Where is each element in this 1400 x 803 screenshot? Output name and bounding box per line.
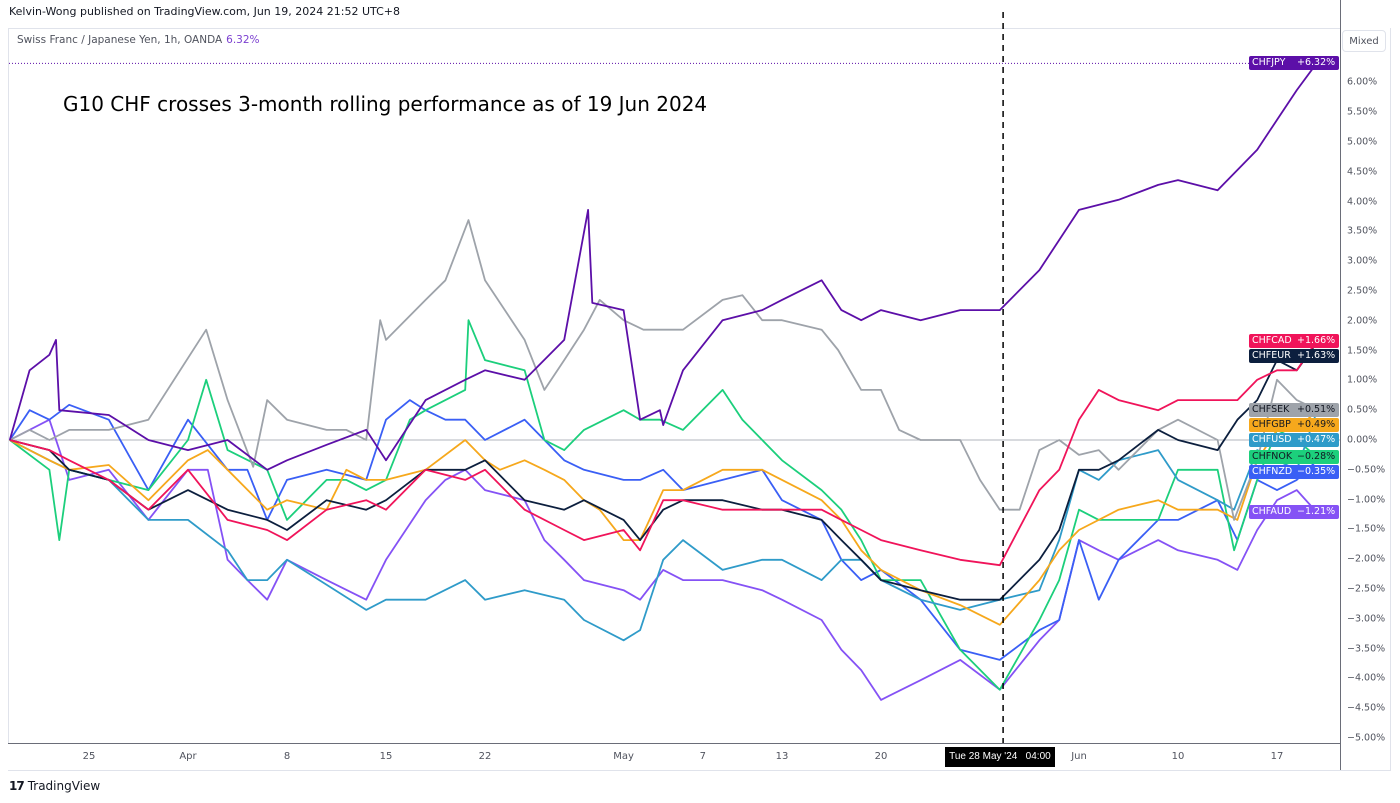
series-line-chfusd[interactable]	[9, 411, 1318, 642]
x-tick-label: 7	[699, 751, 706, 762]
series-value-label: +0.51%	[1294, 402, 1339, 417]
y-tick-label: −5.00%	[1347, 732, 1386, 744]
series-line-chfeur[interactable]	[9, 342, 1318, 601]
series-line-chfjpy[interactable]	[9, 62, 1318, 471]
symbol-description: Swiss Franc / Japanese Yen, 1h, OANDA	[17, 34, 223, 46]
x-tick-label: 10	[1171, 751, 1185, 762]
y-tick-label: 3.00%	[1347, 255, 1378, 267]
x-tick-label: Apr	[179, 751, 197, 762]
scale-mode-button[interactable]: Mixed	[1342, 30, 1386, 52]
series-name-label: CHFAUD	[1249, 505, 1294, 520]
y-tick-label: −0.50%	[1347, 464, 1386, 476]
series-name-label: CHFNZD	[1249, 464, 1294, 479]
symbol-header	[8, 28, 1340, 54]
series-line-chfnok[interactable]	[9, 319, 1318, 691]
y-tick-label: −4.00%	[1347, 672, 1386, 684]
series-value-label: +0.49%	[1294, 417, 1339, 432]
series-line-chfsek[interactable]	[9, 219, 1317, 521]
series-name-label: CHFNOK	[1249, 449, 1294, 464]
chart-title: G10 CHF crosses 3-month rolling performa…	[63, 92, 708, 116]
series-name-label: CHFGBP	[1249, 417, 1294, 432]
tradingview-logo-text: TradingView	[27, 779, 101, 793]
series-line-chfnzd[interactable]	[9, 399, 1318, 661]
x-tick-label: 17	[1270, 751, 1284, 762]
y-tick-label: 1.50%	[1347, 345, 1378, 357]
crosshair-time-label: Tue 28 May '24 04:00	[945, 747, 1055, 767]
y-tick-label: 1.00%	[1347, 374, 1378, 386]
y-tick-label: −2.50%	[1347, 583, 1386, 595]
series-value-label: +1.66%	[1294, 334, 1339, 349]
x-tick-label: May	[613, 751, 634, 762]
price-axis-border	[1340, 0, 1341, 771]
y-tick-label: 5.50%	[1347, 106, 1378, 118]
series-value-label: +0.47%	[1294, 432, 1339, 447]
y-tick-label: −3.50%	[1347, 643, 1386, 655]
symbol-legend[interactable]: Swiss Franc / Japanese Yen, 1h, OANDA 6.3…	[17, 34, 260, 46]
series-value-label: +1.63%	[1294, 349, 1339, 364]
y-tick-label: 0.50%	[1347, 404, 1378, 416]
series-line-chfcad[interactable]	[9, 340, 1318, 567]
y-tick-label: 6.00%	[1347, 76, 1378, 88]
plot-area[interactable]	[8, 54, 1340, 743]
x-tick-label: Jun	[1071, 751, 1087, 762]
y-tick-label: −4.50%	[1347, 702, 1386, 714]
tradingview-logo[interactable]: 17 TradingView	[9, 779, 100, 793]
y-tick-label: 4.00%	[1347, 196, 1378, 208]
series-value-label: −0.35%	[1294, 464, 1339, 479]
y-tick-label: 2.50%	[1347, 285, 1378, 297]
x-tick-label: 25	[82, 751, 96, 762]
series-name-label: CHFSEK	[1249, 402, 1294, 417]
time-axis-edge	[8, 770, 1391, 771]
tradingview-logo-icon: 17	[9, 779, 25, 793]
time-axis-border	[8, 743, 1341, 744]
x-tick-label: 13	[775, 751, 789, 762]
y-tick-label: 3.50%	[1347, 225, 1378, 237]
publisher-credit: Kelvin-Wong published on TradingView.com…	[9, 5, 400, 18]
series-name-label: CHFEUR	[1249, 349, 1294, 364]
series-name-label: CHFUSD	[1249, 432, 1294, 447]
x-tick-label: 20	[874, 751, 888, 762]
symbol-change: 6.32%	[226, 34, 260, 46]
y-tick-label: −1.00%	[1347, 494, 1386, 506]
x-tick-label: 22	[478, 751, 492, 762]
price-axis-edge	[1390, 28, 1391, 771]
y-tick-label: 4.50%	[1347, 166, 1378, 178]
series-name-label: CHFJPY	[1249, 56, 1294, 71]
y-tick-label: 5.00%	[1347, 136, 1378, 148]
y-tick-label: −3.00%	[1347, 613, 1386, 625]
series-value-label: −0.28%	[1294, 449, 1339, 464]
y-tick-label: 0.00%	[1347, 434, 1378, 446]
y-tick-label: −1.50%	[1347, 523, 1386, 535]
x-tick-label: 15	[379, 751, 393, 762]
series-value-label: +6.32%	[1294, 56, 1339, 71]
series-value-label: −1.21%	[1294, 505, 1339, 520]
series-name-label: CHFCAD	[1249, 334, 1294, 349]
y-tick-label: 2.00%	[1347, 315, 1378, 327]
x-tick-label: 8	[283, 751, 291, 762]
y-tick-label: −2.00%	[1347, 553, 1386, 565]
